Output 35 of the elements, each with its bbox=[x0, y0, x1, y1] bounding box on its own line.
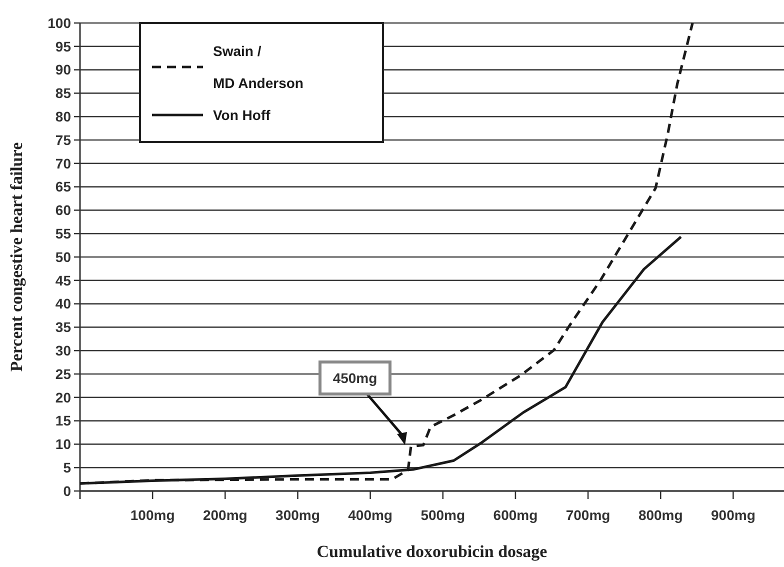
legend-label: Swain / MD Anderson bbox=[213, 42, 304, 91]
y-tick-label: 100 bbox=[48, 14, 72, 31]
annotation: 450mg bbox=[332, 370, 378, 386]
legend-label: Von Hoff bbox=[213, 106, 271, 123]
y-tick-label: 10 bbox=[55, 436, 72, 452]
y-tick-label: 75 bbox=[55, 132, 72, 148]
y-tick-label: 50 bbox=[55, 248, 72, 265]
y-tick-label: 45 bbox=[55, 272, 72, 288]
x-tick-label: 100mg bbox=[130, 507, 175, 523]
y-tick-label: 55 bbox=[55, 226, 72, 242]
x-tick-label: 200mg bbox=[202, 507, 248, 523]
y-tick-label: 95 bbox=[55, 38, 72, 54]
y-axis-title: Percent congestive heart failure bbox=[7, 142, 26, 372]
y-tick-label: 85 bbox=[55, 85, 72, 102]
y-tick-label: 0 bbox=[63, 482, 72, 499]
x-axis-title: Cumulative doxorubicin dosage bbox=[316, 542, 548, 561]
x-tick-label: 800mg bbox=[638, 507, 683, 523]
y-tick-label: 20 bbox=[55, 389, 72, 406]
y-tick-label: 90 bbox=[55, 62, 72, 78]
x-tick-label: 600mg bbox=[493, 507, 538, 523]
y-tick-label: 25 bbox=[55, 366, 72, 382]
x-tick-label: 900mg bbox=[711, 507, 756, 523]
y-tick-label: 65 bbox=[55, 178, 72, 195]
x-tick-label: 400mg bbox=[348, 507, 392, 523]
y-tick-label: 60 bbox=[55, 202, 72, 218]
x-tick-label: 300mg bbox=[276, 507, 320, 523]
y-tick-label: 30 bbox=[55, 342, 72, 358]
y-tick-label: 5 bbox=[63, 460, 72, 476]
y-tick-label: 80 bbox=[55, 108, 72, 124]
y-tick-label: 40 bbox=[55, 296, 72, 312]
y-tick-label: 15 bbox=[55, 412, 72, 429]
x-tick-label: 500mg bbox=[420, 507, 466, 523]
x-tick-label: 700mg bbox=[566, 507, 610, 523]
y-tick-label: 70 bbox=[55, 155, 72, 172]
y-tick-label: 35 bbox=[55, 319, 72, 336]
